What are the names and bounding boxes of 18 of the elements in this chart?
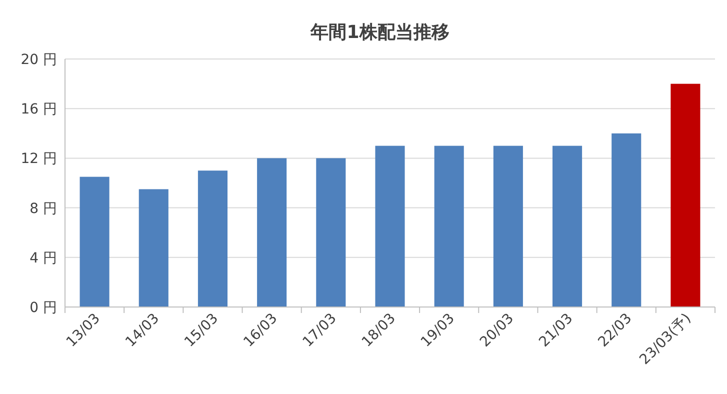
bar [138,189,168,307]
bar [316,158,346,307]
bar [375,146,405,307]
bar [80,176,110,307]
y-tick-label: 16 円 [20,102,57,118]
y-tick-label: 20 円 [20,52,57,68]
y-tick-label: 8 円 [30,200,57,217]
bar [493,146,523,307]
y-tick-label: 0 円 [30,300,57,316]
bar [670,84,700,307]
bar [612,133,642,307]
y-tick-label: 4 円 [30,250,57,266]
bar [434,146,464,307]
bar [552,146,582,307]
bar [257,158,287,307]
bar [198,170,228,307]
chart-title: 年間1株配当推移 [310,22,450,43]
y-tick-label: 12 円 [20,151,57,168]
